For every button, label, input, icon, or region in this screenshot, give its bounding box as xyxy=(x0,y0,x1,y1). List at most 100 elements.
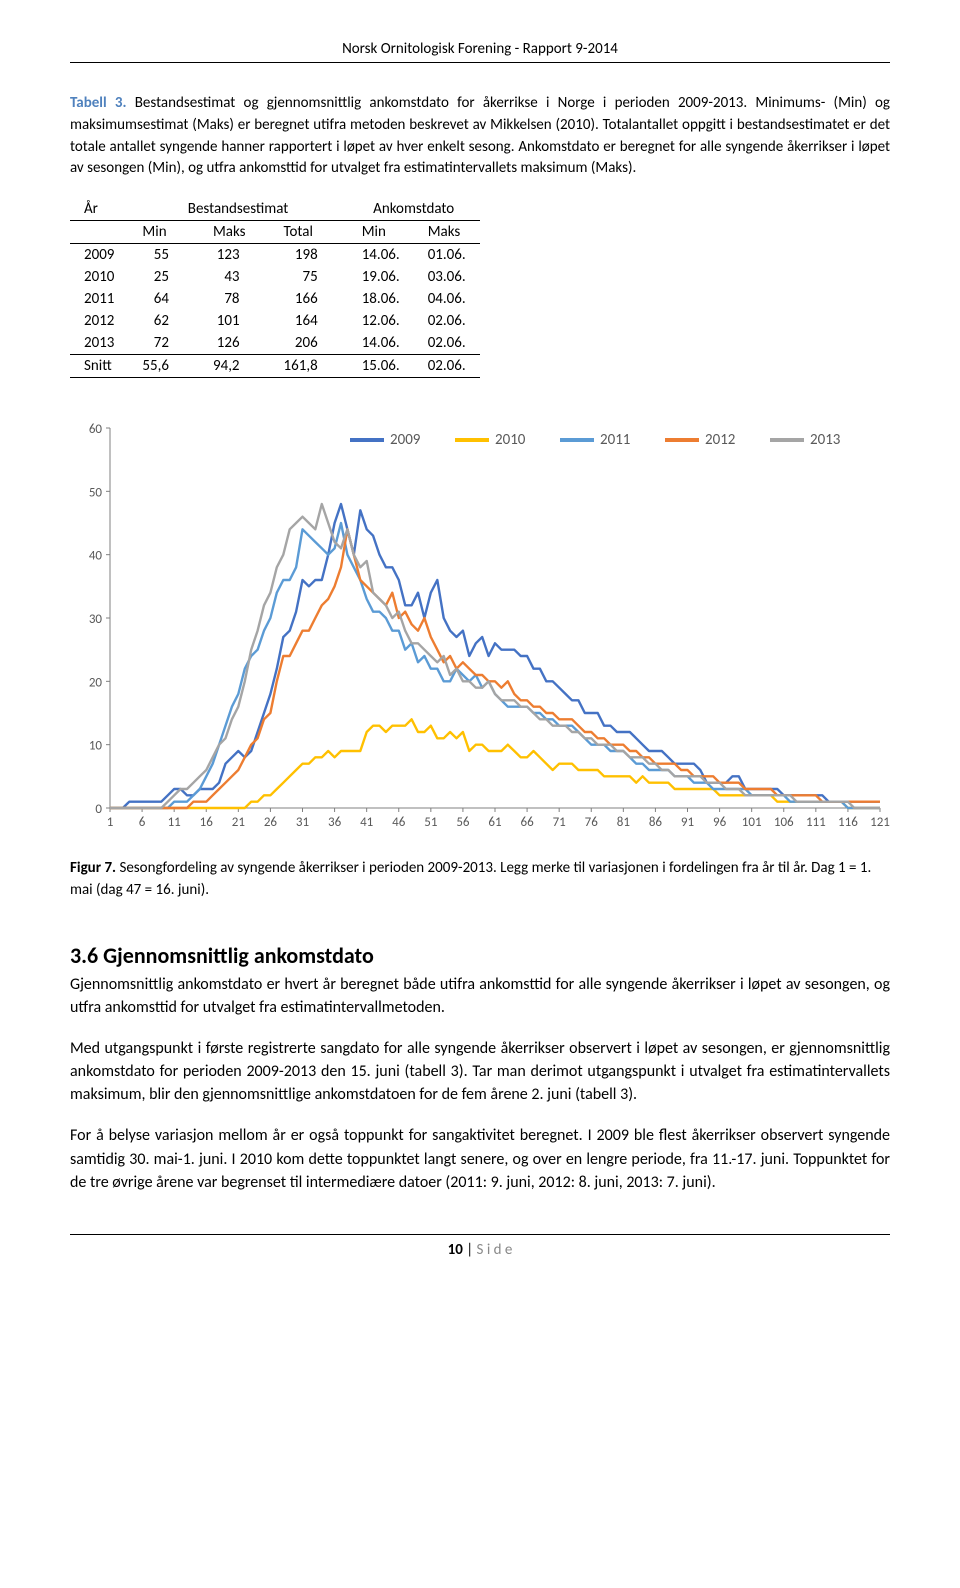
cell-total: 206 xyxy=(270,332,348,355)
body-paragraph: Med utgangspunkt i første registrerte sa… xyxy=(70,1037,890,1107)
page-footer: 10 | S i d e xyxy=(70,1234,890,1259)
cell-amin: 14.06. xyxy=(348,332,414,355)
svg-text:66: 66 xyxy=(520,815,534,830)
svg-text:76: 76 xyxy=(585,815,599,830)
svg-text:2009: 2009 xyxy=(390,431,421,449)
cell-amaks: 01.06. xyxy=(414,244,480,267)
sub-total: Total xyxy=(270,221,348,244)
cell-amaks: 02.06. xyxy=(414,332,480,355)
cell-maks: 101 xyxy=(199,310,270,332)
cell-year: 2013 xyxy=(70,332,128,355)
col-group-bestand: Bestandsestimat xyxy=(128,198,347,221)
sub-amin: Min xyxy=(348,221,414,244)
svg-text:26: 26 xyxy=(264,815,278,830)
table-caption: Tabell 3. Bestandsestimat og gjennomsnit… xyxy=(70,93,890,180)
table-caption-text: Bestandsestimat og gjennomsnittlig ankom… xyxy=(70,94,890,177)
table-row: 20137212620614.06.02.06. xyxy=(70,332,480,355)
table-row: 20095512319814.06.01.06. xyxy=(70,244,480,267)
cell-maks: 94,2 xyxy=(199,355,270,378)
svg-text:50: 50 xyxy=(89,485,103,500)
svg-text:46: 46 xyxy=(392,815,406,830)
section-heading: 3.6 Gjennomsnittlig ankomstdato xyxy=(70,942,890,969)
svg-text:31: 31 xyxy=(296,815,309,830)
body-paragraph: Gjennomsnittlig ankomstdato er hvert år … xyxy=(70,973,890,1019)
cell-amaks: 04.06. xyxy=(414,288,480,310)
table-caption-label: Tabell 3. xyxy=(70,94,127,112)
svg-text:1: 1 xyxy=(107,815,114,830)
svg-text:91: 91 xyxy=(681,815,694,830)
svg-text:6: 6 xyxy=(139,815,146,830)
svg-text:21: 21 xyxy=(232,815,245,830)
table-row: 2011647816618.06.04.06. xyxy=(70,288,480,310)
body-paragraph: For å belyse variasjon mellom år er også… xyxy=(70,1124,890,1194)
svg-text:86: 86 xyxy=(649,815,663,830)
page-label: S i d e xyxy=(477,1241,513,1259)
svg-text:10: 10 xyxy=(89,739,103,754)
cell-amaks: 02.06. xyxy=(414,310,480,332)
svg-text:61: 61 xyxy=(488,815,501,830)
figure-caption-text: Sesongfordeling av syngende åkerrikser i… xyxy=(70,859,871,899)
cell-year: 2010 xyxy=(70,266,128,288)
cell-total: 164 xyxy=(270,310,348,332)
cell-total: 166 xyxy=(270,288,348,310)
cell-maks: 126 xyxy=(199,332,270,355)
svg-text:36: 36 xyxy=(328,815,342,830)
svg-text:60: 60 xyxy=(89,422,103,437)
table-row-snitt: Snitt55,694,2161,815.06.02.06. xyxy=(70,355,480,378)
body-text: Gjennomsnittlig ankomstdato er hvert år … xyxy=(70,973,890,1195)
svg-text:81: 81 xyxy=(617,815,630,830)
svg-text:121: 121 xyxy=(870,815,890,830)
cell-amaks: 03.06. xyxy=(414,266,480,288)
svg-text:30: 30 xyxy=(89,612,103,627)
cell-min: 55,6 xyxy=(128,355,199,378)
svg-text:111: 111 xyxy=(806,815,826,830)
cell-total: 75 xyxy=(270,266,348,288)
cell-total: 161,8 xyxy=(270,355,348,378)
table-row: 201025437519.06.03.06. xyxy=(70,266,480,288)
svg-text:96: 96 xyxy=(713,815,727,830)
col-group-ankomst: Ankomstdato xyxy=(348,198,480,221)
svg-text:2011: 2011 xyxy=(600,431,630,449)
svg-text:51: 51 xyxy=(424,815,437,830)
svg-text:2012: 2012 xyxy=(705,431,735,449)
figure-caption-label: Figur 7. xyxy=(70,859,116,877)
svg-text:41: 41 xyxy=(360,815,373,830)
sub-maks: Maks xyxy=(199,221,270,244)
svg-text:116: 116 xyxy=(838,815,858,830)
cell-min: 64 xyxy=(128,288,199,310)
cell-maks: 43 xyxy=(199,266,270,288)
cell-min: 72 xyxy=(128,332,199,355)
svg-text:11: 11 xyxy=(168,815,181,830)
cell-maks: 123 xyxy=(199,244,270,267)
svg-text:106: 106 xyxy=(774,815,794,830)
figure-caption: Figur 7. Sesongfordeling av syngende åke… xyxy=(70,858,890,902)
cell-year: 2009 xyxy=(70,244,128,267)
page-number: 10 xyxy=(448,1241,463,1259)
table-row: 20126210116412.06.02.06. xyxy=(70,310,480,332)
page-header: Norsk Ornitologisk Forening - Rapport 9-… xyxy=(70,40,890,63)
svg-text:2013: 2013 xyxy=(810,431,841,449)
cell-maks: 78 xyxy=(199,288,270,310)
svg-text:56: 56 xyxy=(456,815,470,830)
cell-min: 62 xyxy=(128,310,199,332)
cell-year: 2011 xyxy=(70,288,128,310)
chart-container: 0102030405060161116212631364146515661667… xyxy=(70,418,890,848)
cell-amin: 19.06. xyxy=(348,266,414,288)
cell-amaks: 02.06. xyxy=(414,355,480,378)
cell-amin: 12.06. xyxy=(348,310,414,332)
cell-amin: 18.06. xyxy=(348,288,414,310)
svg-text:71: 71 xyxy=(553,815,566,830)
col-year: År xyxy=(70,198,128,221)
cell-amin: 14.06. xyxy=(348,244,414,267)
svg-text:40: 40 xyxy=(89,549,103,564)
cell-min: 25 xyxy=(128,266,199,288)
svg-text:101: 101 xyxy=(742,815,762,830)
cell-amin: 15.06. xyxy=(348,355,414,378)
cell-min: 55 xyxy=(128,244,199,267)
sub-amaks: Maks xyxy=(414,221,480,244)
sub-min: Min xyxy=(128,221,199,244)
svg-text:20: 20 xyxy=(89,675,103,690)
page-content: Norsk Ornitologisk Forening - Rapport 9-… xyxy=(0,0,960,1299)
data-table: År Bestandsestimat Ankomstdato Min Maks … xyxy=(70,198,480,378)
svg-text:16: 16 xyxy=(200,815,214,830)
